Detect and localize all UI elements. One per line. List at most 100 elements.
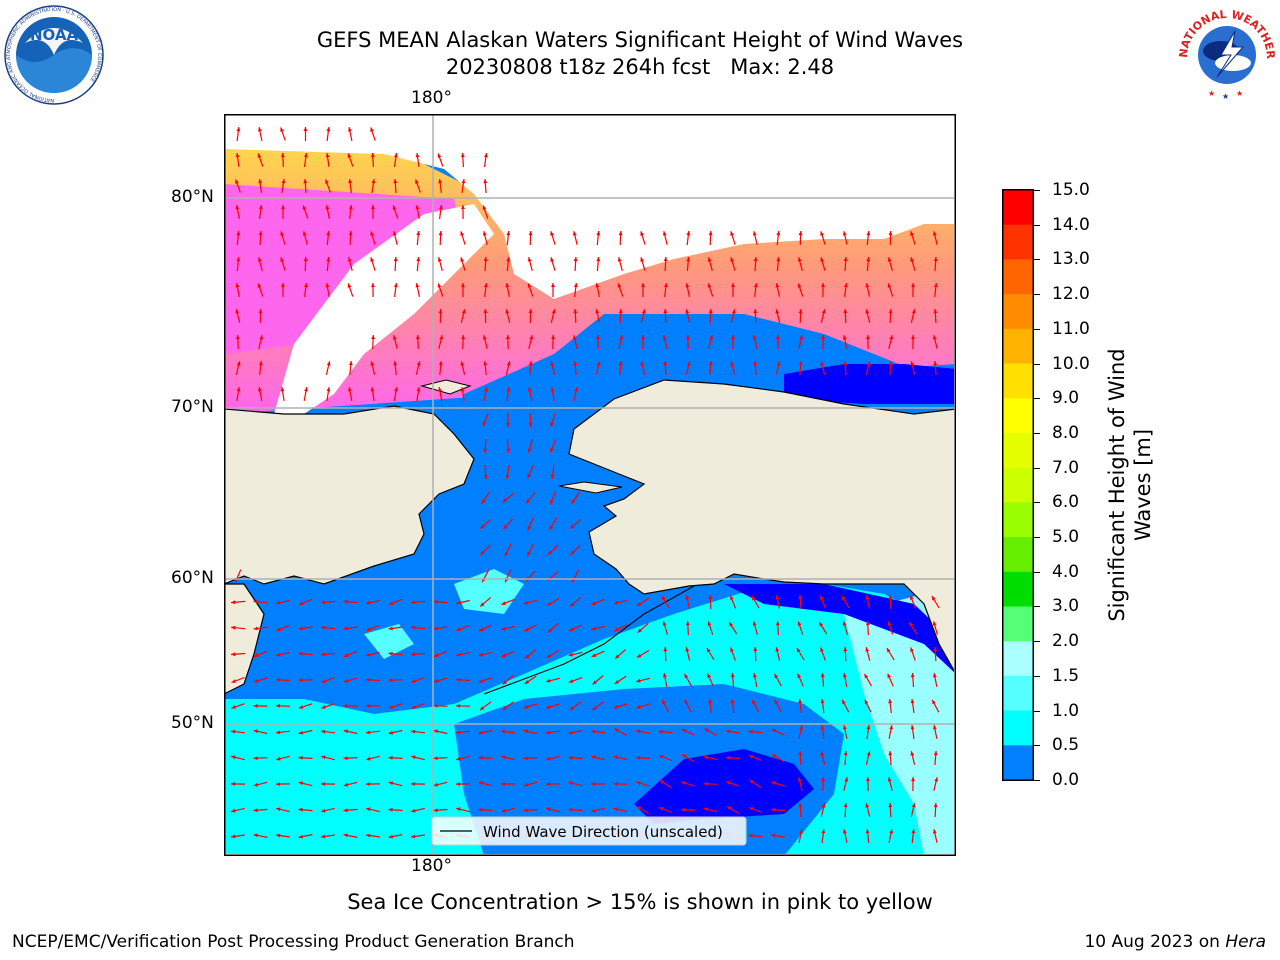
- wind-wave-arrow-head: [254, 653, 259, 657]
- wind-wave-arrow-head: [888, 803, 893, 808]
- wind-wave-arrow-head: [550, 448, 554, 453]
- wind-wave-arrow-head: [439, 335, 444, 340]
- wind-wave-arrow-head: [527, 283, 532, 288]
- wind-wave-arrow-head: [618, 309, 623, 314]
- wind-wave-arrow-head: [932, 829, 937, 834]
- colorbar-band: [1003, 328, 1033, 365]
- wind-wave-arrow-head: [302, 231, 307, 236]
- wind-wave-arrow-head: [708, 699, 713, 704]
- wind-wave-arrow-head: [596, 257, 601, 262]
- wind-wave-arrow-head: [276, 782, 281, 786]
- wind-wave-arrow-head: [568, 679, 574, 683]
- wind-wave-arrow-head: [366, 807, 371, 812]
- wind-wave-arrow-head: [392, 231, 397, 236]
- wind-wave-arrow-head: [546, 678, 551, 683]
- wind-wave-arrow-head: [911, 803, 916, 808]
- wind-wave-arrow-head: [366, 756, 371, 761]
- wind-wave-arrow-head: [864, 673, 869, 679]
- wind-wave-arrow-head: [889, 335, 894, 340]
- wind-wave-arrow-head: [298, 834, 303, 839]
- wind-wave-arrow-head: [528, 387, 532, 392]
- colorbar-tick-label: 10.0: [1052, 353, 1090, 374]
- wind-wave-arrow-head: [276, 833, 281, 838]
- wind-wave-arrow-head: [752, 231, 757, 236]
- wind-wave-arrow-head: [478, 730, 483, 735]
- wind-wave-arrow-head: [842, 829, 847, 834]
- wind-wave-arrow-head: [231, 755, 236, 760]
- colorbar-tick-label: 5.0: [1052, 527, 1080, 548]
- wind-wave-arrow-head: [889, 725, 893, 730]
- wind-wave-arrow-head: [528, 231, 533, 236]
- wind-wave-arrow-head: [433, 729, 438, 734]
- wind-wave-arrow-head: [231, 600, 236, 605]
- colorbar: [1002, 189, 1034, 781]
- colorbar-tick-mark: [1034, 363, 1040, 365]
- wind-wave-arrow-head: [299, 601, 304, 605]
- wind-wave-arrow-head: [506, 422, 510, 427]
- wind-wave-arrow-head: [321, 729, 326, 734]
- wind-wave-arrow-head: [617, 283, 622, 288]
- wind-wave-arrow-head: [771, 729, 777, 733]
- wind-wave-arrow-head: [617, 257, 622, 262]
- wind-wave-arrow-head: [573, 257, 578, 262]
- wind-wave-arrow-head: [550, 474, 555, 479]
- wind-wave-arrow-head: [438, 179, 443, 184]
- wind-wave-arrow-head: [568, 730, 573, 735]
- wind-wave-arrow-head: [438, 309, 443, 314]
- wind-wave-arrow-head: [595, 309, 600, 314]
- wind-wave-arrow-head: [456, 756, 461, 761]
- colorbar-tick-mark: [1034, 606, 1040, 608]
- wind-wave-arrow-head: [461, 179, 466, 184]
- wind-wave-arrow-head: [483, 361, 488, 366]
- wind-wave-arrow-head: [303, 127, 308, 132]
- wind-wave-arrow-head: [546, 705, 551, 709]
- wind-wave-arrow-head: [681, 781, 686, 785]
- wind-wave-arrow-head: [591, 729, 596, 734]
- wind-wave-arrow-head: [550, 361, 555, 366]
- wind-wave-arrow-head: [775, 283, 780, 288]
- colorbar-tick-mark: [1034, 294, 1040, 296]
- wind-wave-arrow-head: [527, 257, 532, 262]
- wind-wave-arrow-head: [819, 622, 824, 627]
- wind-wave-arrow-head: [393, 179, 398, 184]
- wind-wave-arrow-head: [686, 231, 691, 236]
- wind-wave-arrow-head: [866, 725, 871, 730]
- wind-wave-arrow-head: [591, 755, 596, 760]
- colorbar-tick-mark: [1034, 328, 1040, 330]
- wind-wave-arrow-head: [482, 422, 487, 427]
- colorbar-band: [1003, 606, 1033, 642]
- wind-wave-arrow-head: [568, 781, 574, 786]
- wind-wave-arrow-head: [546, 807, 551, 812]
- wind-wave-arrow-head: [749, 807, 754, 811]
- wind-wave-arrow-head: [570, 550, 575, 555]
- wind-wave-arrow-head: [662, 621, 667, 626]
- wind-wave-arrow-head: [933, 725, 937, 730]
- wind-wave-arrow-head: [433, 782, 439, 787]
- wind-wave-arrow-head: [479, 706, 485, 711]
- land-wrangel-island: [420, 379, 472, 395]
- wind-wave-arrow-head: [775, 647, 780, 652]
- wind-wave-arrow-head: [456, 627, 461, 631]
- wind-wave-arrow-head: [820, 257, 824, 262]
- wind-wave-arrow-head: [276, 807, 281, 812]
- wind-wave-arrow-head: [663, 361, 668, 366]
- wind-wave-arrow-head: [236, 231, 241, 236]
- colorbar-tick-label: 4.0: [1052, 561, 1080, 582]
- wind-wave-arrow-head: [729, 622, 734, 627]
- wind-wave-arrow-head: [841, 596, 846, 601]
- colorbar-tick-label: 15.0: [1052, 180, 1090, 200]
- wind-wave-arrow-head: [550, 257, 554, 262]
- wind-wave-arrow-head: [637, 601, 642, 606]
- wind-wave-arrow-head: [411, 652, 416, 657]
- wind-wave-arrow-head: [481, 499, 486, 504]
- chart-subtitle: 20230808 t18z 264h fcst Max: 2.48: [140, 54, 1140, 80]
- wind-wave-arrow-head: [614, 627, 619, 632]
- wind-wave-arrow-head: [505, 335, 510, 340]
- wind-wave-arrow-head: [775, 595, 780, 600]
- wind-wave-arrow-head: [411, 834, 416, 839]
- wind-wave-arrow-head: [685, 647, 690, 652]
- wind-wave-arrow-head: [573, 361, 578, 366]
- wind-wave-arrow-head: [596, 361, 601, 366]
- colorbar-tick-label: 3.0: [1052, 596, 1080, 617]
- wind-wave-arrow-head: [460, 153, 465, 158]
